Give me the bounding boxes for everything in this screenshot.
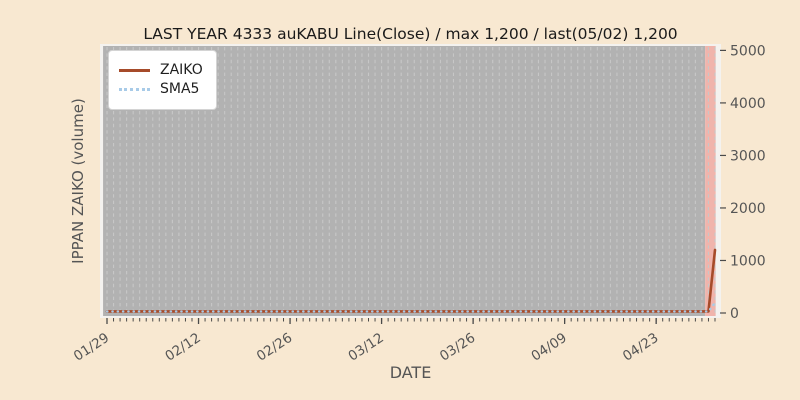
- x-axis-label: DATE: [389, 363, 432, 382]
- legend-label-zaiko: ZAIKO: [160, 62, 203, 78]
- chart-title: LAST YEAR 4333 auKABU Line(Close) / max …: [143, 25, 678, 43]
- sma5-line-swatch: [119, 87, 150, 91]
- x-tick-label: 01/29: [71, 330, 112, 365]
- x-tick-label: 02/26: [254, 330, 295, 365]
- x-tick-label: 04/23: [620, 330, 661, 365]
- zaiko-line-swatch: [119, 68, 150, 72]
- x-tick-label: 03/26: [437, 330, 478, 365]
- y-tick-label: 0: [730, 306, 739, 322]
- x-tick-label: 02/12: [162, 330, 203, 365]
- y-tick-label: 3000: [730, 148, 766, 164]
- sma5-line: [105, 301, 717, 313]
- highlight-band: [705, 46, 716, 316]
- legend: ZAIKO SMA5: [108, 50, 217, 110]
- legend-label-sma5: SMA5: [160, 81, 200, 97]
- y-tick-label: 5000: [730, 43, 766, 59]
- x-tick-label: 04/09: [528, 330, 569, 365]
- legend-item-zaiko: ZAIKO: [119, 62, 203, 78]
- y-tick-label: 2000: [730, 201, 766, 217]
- y-tick-label: 1000: [730, 253, 766, 269]
- legend-item-sma5: SMA5: [119, 81, 203, 97]
- x-tick-label: 03/12: [345, 330, 386, 365]
- y-tick-label: 4000: [730, 96, 766, 112]
